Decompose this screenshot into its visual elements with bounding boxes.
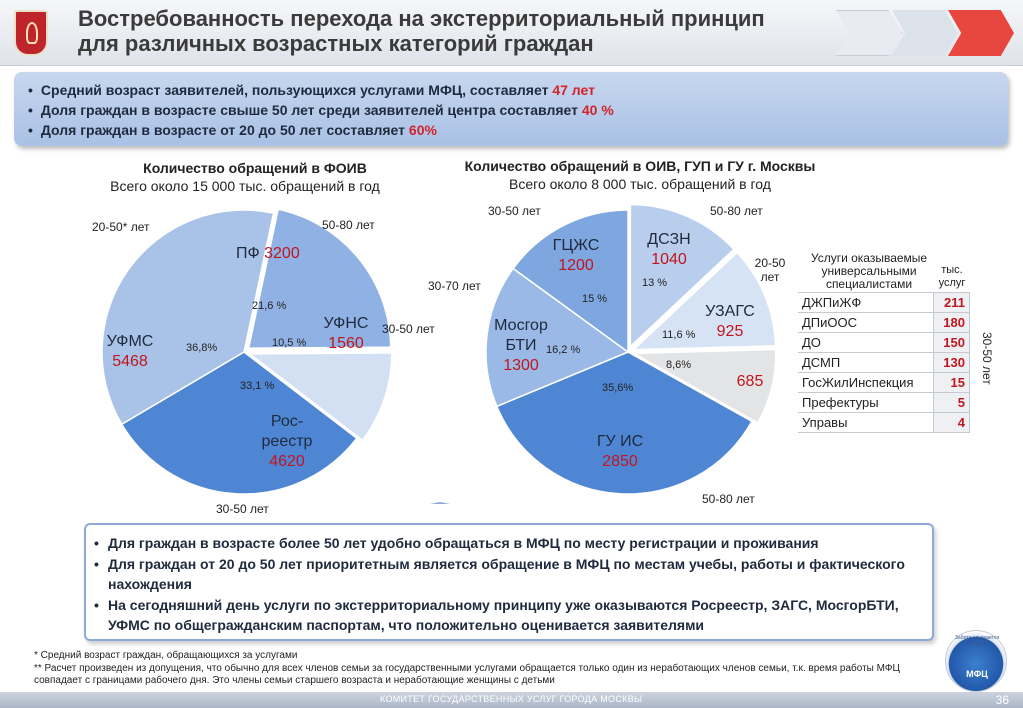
services-table-title: Услуги оказываемые универсальными специа… [810,251,928,291]
pie-slice [120,351,358,495]
slice-label-ufns: УФНС 1560 [323,315,369,352]
footnote: ** Расчет произведен из допущения, что о… [34,663,900,686]
pie-chart-oiv [485,203,777,495]
service-name: Префектуры [798,392,934,413]
pie-slice [631,348,777,424]
age-label-rosreestr: 30-50 лет [216,502,269,516]
chart-title-foiv: Количество обращений в ФОИВ [143,160,367,176]
slice-label-other: 685 [736,373,764,390]
percent-label-ufns: 10,5 % [272,337,307,349]
service-value: 15 [933,372,970,393]
fact-item: Доля граждан в возрасте от 20 до 50 лет … [28,120,614,140]
pie-slice [247,208,392,349]
service-name: ГосЖилИнспекция [798,372,934,393]
service-name: Управы [798,412,934,433]
service-value: 5 [933,392,970,413]
pie-slice [631,251,777,351]
conclusion-item: Для граждан от 20 до 50 лет приоритетным… [94,554,924,594]
pie-slice [247,352,393,442]
percent-label-ufms: 36,8% [186,342,218,354]
fact-item: Средний возраст заявителей, пользующихся… [28,80,614,100]
services-table-row: Префектуры 5 [798,392,970,413]
progress-chevrons [836,10,1016,56]
pie-slice [629,203,735,349]
conclusions-box: Для граждан в возрасте более 50 лет удоб… [84,523,934,641]
conclusion-item: На сегодняшний день услуги по экстеррито… [94,595,924,635]
service-value: 150 [933,332,970,353]
percent-label-pf: 21,6 % [252,300,287,312]
services-table-row: ДЖПиЖФ 211 [798,292,970,313]
percent-label-gtszhs: 15 % [582,293,608,305]
age-label-dszn: 50-80 лет [710,204,763,218]
percent-label-mosgorbti: 16,2 % [546,344,581,356]
slice-label-ufms: УФМС 5468 [106,333,154,370]
age-label-gtszhs: 30-50 лет [488,204,541,218]
service-value: 4 [933,412,970,433]
percent-label-dszn: 13 % [642,277,668,289]
footer-org: КОМИТЕТ ГОСУДАРСТВЕННЫХ УСЛУГ ГОРОДА МОС… [380,694,643,704]
service-value: 211 [933,292,970,313]
header-bar: Востребованность перехода на экстерритор… [0,0,1023,66]
services-table-row: ДСМП 130 [798,352,970,373]
footer-bar: КОМИТЕТ ГОСУДАРСТВЕННЫХ УСЛУГ ГОРОДА МОС… [0,692,1023,708]
chart-title-oiv: Количество обращений в ОИВ, ГУП и ГУ г. … [464,158,816,174]
services-table: ДЖПиЖФ 211 ДПиООС 180 ДО 150 ДСМП 130 ГосЖилИнсп… [798,292,970,433]
age-label-uzags: 20-50 лет [754,256,786,284]
pie-slice [495,351,753,495]
age-label-gu-is: 50-80 лет [702,492,755,506]
pie-slice [485,267,630,408]
conclusion-item: Для граждан в возрасте более 50 лет удоб… [94,533,924,553]
pie-chart-foiv [101,208,393,495]
services-table-row: ДПиООС 180 [798,312,970,333]
services-age-label: 30-50 лет [980,332,994,385]
mfc-logo: Забота начинается сегодня МФЦ [945,630,1007,692]
services-table-unit: тыс. услуг [938,264,966,289]
services-table-row: Управы 4 [798,412,970,433]
age-label-ufms: 20-50* лет [92,220,150,234]
page-number: 36 [995,693,1009,707]
age-label-mosgorbti: 30-70 лет [428,279,481,293]
chart-subtitle-foiv: Всего около 15 000 тыс. обращений в год [110,178,380,194]
age-label-ufns: 30-50 лет [382,322,435,336]
percent-label-rosreestr: 33,1 % [240,380,275,392]
service-name: ДЖПиЖФ [798,292,934,313]
percent-label-gu-is: 35,6% [602,382,634,394]
percent-label-other: 8,6% [666,359,692,371]
fact-item: Доля граждан в возрасте свыше 50 лет сре… [28,100,614,120]
slice-label-uzags: УЗАГС 925 [705,303,755,340]
services-table-row: ДО 150 [798,332,970,353]
slice-label-gtszhs: ГЦЖС 1200 [552,237,600,274]
footnotes: * Средний возраст граждан, обращающихся … [34,650,914,688]
service-value: 130 [933,352,970,373]
service-name: ДО [798,332,934,353]
percent-label-uzags: 11,6 % [662,329,696,341]
service-value: 180 [933,312,970,333]
slice-label-dszn: ДСЗН 1040 [647,231,691,268]
chart-subtitle-oiv: Всего около 8 000 тыс. обращений в год [509,176,771,192]
footnote: * Средний возраст граждан, обращающихся … [34,650,298,661]
slice-label-mosgorbti: Мосгор БТИ 1300 [494,317,548,374]
slice-label-gu-is: ГУ ИС 2850 [596,433,644,470]
key-facts-box: Средний возраст заявителей, пользующихся… [14,72,1008,146]
moscow-coat-of-arms-icon [14,10,48,56]
pie-slice [512,209,629,354]
services-table-row: ГосЖилИнспекция 15 [798,372,970,393]
slice-label-pf: ПФ 3200 [236,245,300,262]
service-name: ДСМП [798,352,934,373]
pie-slice [101,209,275,426]
service-name: ДПиООС [798,312,934,333]
slice-label-rosreestr: Рос-реестр 4620 [261,413,313,470]
page-title: Востребованность перехода на экстерритор… [78,6,765,56]
age-label-pf: 50-80 лет [322,218,375,232]
